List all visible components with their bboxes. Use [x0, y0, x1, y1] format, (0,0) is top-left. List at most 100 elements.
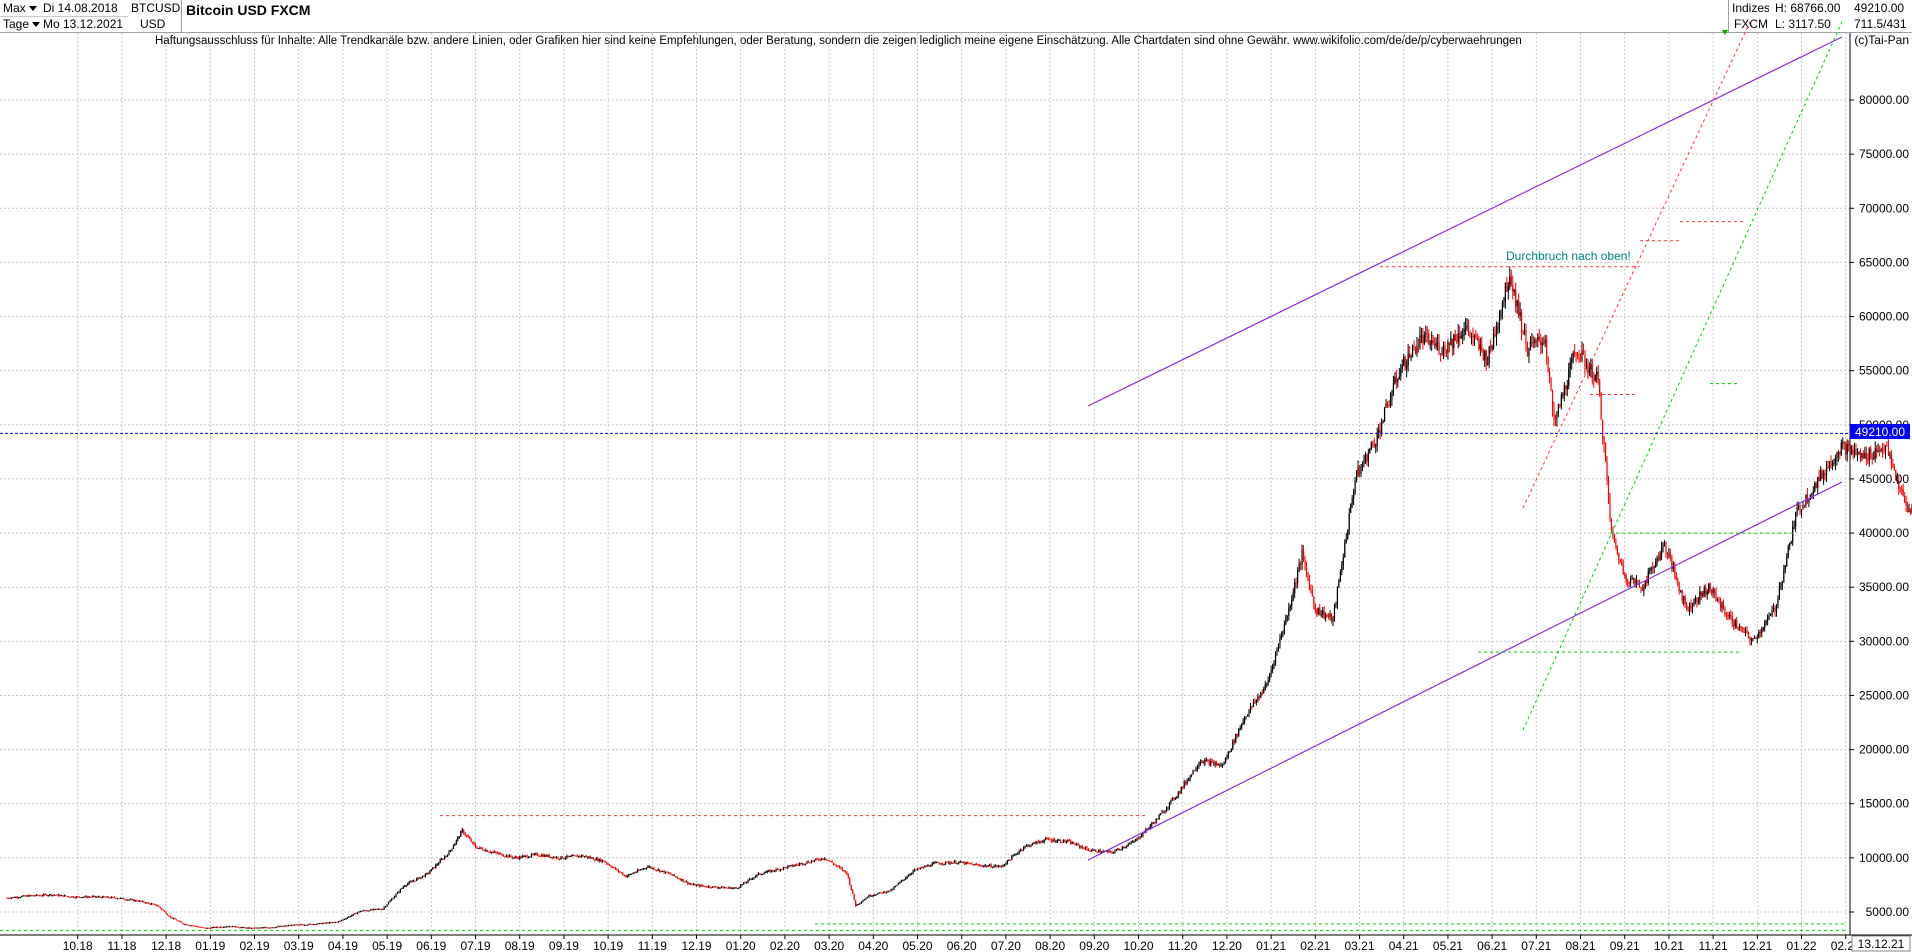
candle-body [1855, 449, 1857, 456]
candle-body [819, 859, 821, 861]
candle-body [788, 865, 790, 867]
candle-body [91, 896, 94, 898]
candle-body [1883, 450, 1885, 452]
candle-body [24, 895, 26, 897]
candle-body [1753, 637, 1755, 639]
candle-body [1160, 813, 1162, 816]
candle-body [697, 884, 699, 886]
candle-body [1877, 450, 1879, 453]
candle-body [1226, 756, 1228, 759]
period-dropdown[interactable]: Max [3, 1, 37, 16]
candle-body [1833, 463, 1835, 465]
candle-body [536, 853, 538, 856]
candle-body [399, 889, 401, 893]
candle-body [423, 875, 425, 877]
candle-body [968, 863, 970, 865]
candle-body [603, 860, 605, 862]
candle-body [1604, 445, 1607, 462]
candle-body [846, 871, 848, 875]
candle-body [1084, 847, 1087, 850]
candle-body [326, 922, 328, 924]
candle-body [1881, 448, 1884, 451]
candle-body [1781, 581, 1783, 586]
candle-body [1497, 326, 1499, 331]
candle-body [1064, 839, 1066, 842]
x-tick-label: 08.21 [1566, 939, 1596, 952]
candle-body [262, 927, 264, 929]
candle-body [1892, 464, 1894, 468]
candle-body [274, 927, 276, 929]
candle-body [1800, 509, 1803, 512]
candle-body [560, 856, 562, 859]
candle-body [1560, 394, 1562, 406]
candle-body [454, 843, 456, 847]
candle-body [564, 857, 566, 859]
x-tick-label: 12.18 [151, 939, 181, 952]
x-tick-label: 04.21 [1389, 939, 1419, 952]
candle-body [1705, 587, 1707, 595]
candle-body [1401, 365, 1403, 370]
candle-body [367, 910, 369, 912]
candle-body [278, 926, 281, 928]
date-from[interactable]: Di 14.08.2018 [43, 1, 118, 15]
candle-body [1459, 332, 1461, 339]
candle-body [66, 896, 69, 898]
candle-body [1761, 630, 1763, 634]
candle-body [977, 864, 979, 866]
candle-body [1322, 610, 1324, 615]
candle-body [252, 927, 254, 929]
candle-body [881, 892, 883, 894]
candle-body [439, 860, 441, 864]
candle-body [168, 915, 170, 917]
candle-body [606, 862, 608, 864]
candle-body [607, 863, 609, 865]
candle-body [1332, 617, 1334, 622]
candle-body [1214, 763, 1216, 765]
candle-body [1774, 607, 1776, 612]
candle-body [189, 925, 191, 927]
candle-body [1487, 362, 1489, 365]
candle-body [1112, 852, 1115, 854]
candle-body [1516, 300, 1518, 307]
candle-body [1117, 849, 1119, 851]
candle-body [950, 862, 953, 864]
candle-body [430, 868, 432, 872]
candle-body [1718, 599, 1720, 603]
candle-body [1269, 674, 1271, 680]
candle-body [349, 916, 351, 918]
candle-body [1880, 448, 1882, 452]
candle-body [6, 897, 8, 899]
candle-body [883, 891, 885, 894]
candle-body [894, 885, 897, 888]
candle-body [538, 855, 540, 857]
candle-body [1643, 588, 1645, 591]
candle-body [1506, 283, 1508, 292]
candle-body [1065, 841, 1067, 843]
candle-body [1297, 571, 1299, 584]
x-tick-label: 11.19 [638, 939, 667, 952]
candle-body [94, 895, 96, 897]
candle-body [989, 864, 991, 866]
candle-body [158, 905, 160, 907]
candle-body [1768, 615, 1770, 617]
candle-body [317, 923, 319, 925]
candle-body [1728, 615, 1730, 617]
candle-body [1582, 350, 1585, 355]
symbol-label[interactable]: BTCUSD [131, 1, 181, 15]
candle-body [125, 899, 127, 901]
interval-dropdown[interactable]: Tage [3, 17, 41, 32]
candle-body [239, 927, 241, 929]
candle-body [754, 876, 757, 878]
candle-body [812, 860, 814, 862]
candle-body [376, 908, 378, 910]
candle-body [1397, 379, 1399, 383]
candle-body [1246, 714, 1249, 717]
candle-body [75, 896, 77, 898]
date-to[interactable]: Mo 13.12.2021 [43, 17, 124, 31]
candle-body [1350, 503, 1352, 513]
candle-body [604, 861, 606, 863]
x-tick-label: 12.19 [682, 939, 712, 952]
candle-body [719, 887, 721, 889]
candle-body [1529, 341, 1532, 350]
